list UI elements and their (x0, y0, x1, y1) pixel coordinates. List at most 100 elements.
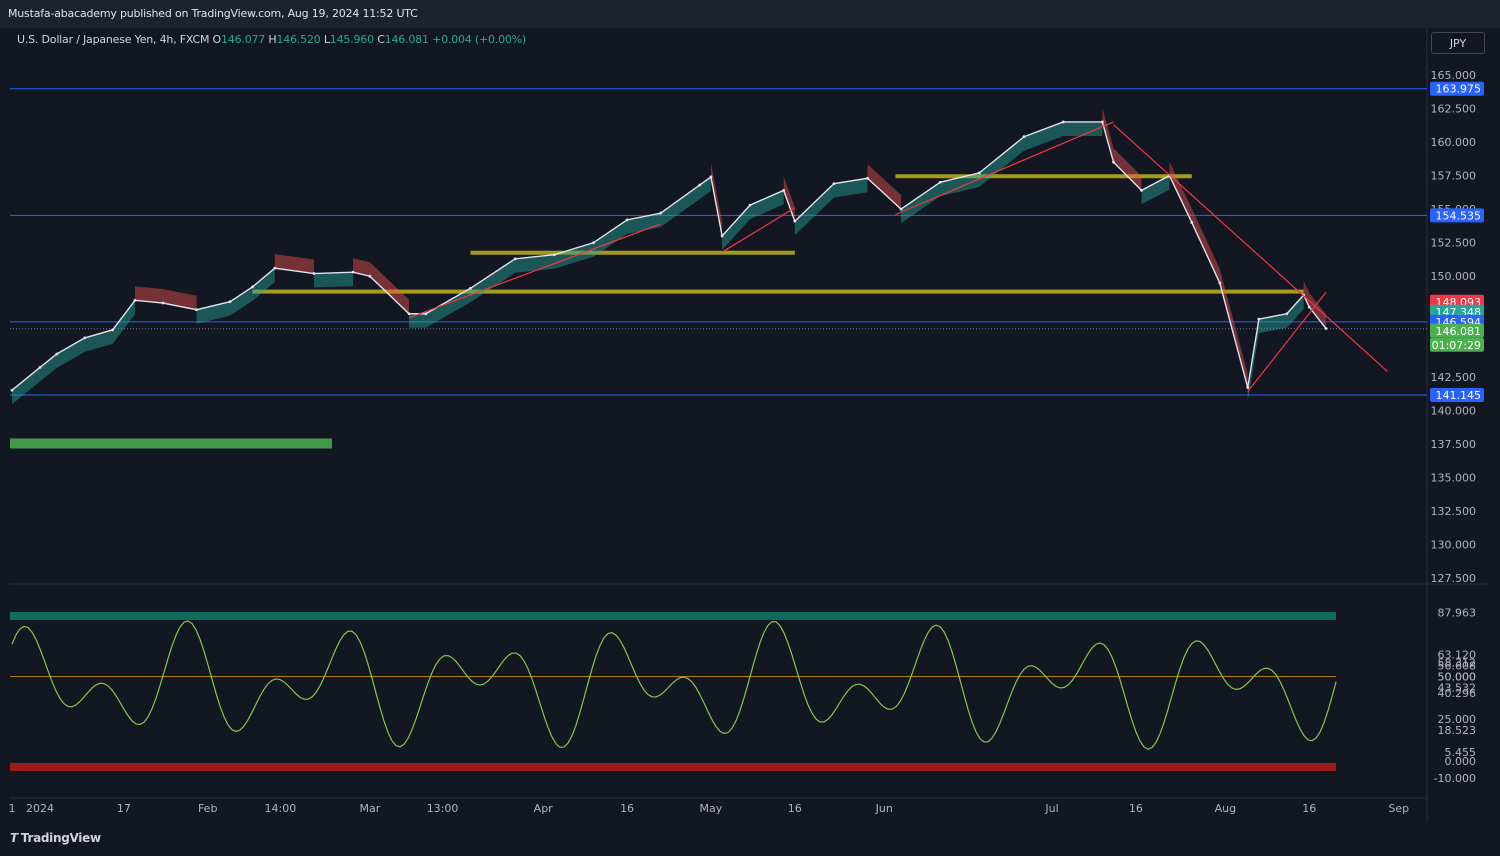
price-point-5 (133, 298, 137, 302)
ribbon-seg-8 (196, 301, 231, 324)
ribbon-seg-2 (39, 353, 57, 382)
osc-tick-2: 58.312 (1438, 656, 1477, 669)
osc-tick-12: -10.000 (1434, 772, 1476, 785)
price-point-28 (832, 182, 836, 186)
high-value: 146.520 (276, 33, 321, 46)
close-label: C (377, 33, 385, 46)
open-value: 146.077 (221, 33, 266, 46)
price-tick-15: 127.500 (1431, 572, 1477, 585)
ribbon-seg-31 (901, 182, 941, 224)
ribbon-seg-26 (750, 190, 784, 220)
price-point-41 (1246, 386, 1250, 389)
trend-lines (408, 121, 1388, 392)
time-tick-0: 1 (9, 802, 16, 815)
price-tick-14: 130.000 (1431, 538, 1477, 551)
ribbon-seg-43 (1258, 313, 1287, 334)
price-point-23 (709, 175, 713, 179)
ribbon-seg-16 (425, 288, 471, 328)
time-tick-11: Jun (875, 802, 893, 815)
ribbon-seg-35 (1063, 121, 1103, 136)
price-point-20 (625, 218, 629, 222)
price-point-24 (720, 234, 724, 238)
ribbon-seg-4 (84, 329, 113, 352)
ribbon-seg-34 (1024, 121, 1064, 151)
time-tick-10: 16 (788, 802, 802, 815)
price-label-bg-0 (1430, 81, 1484, 96)
time-tick-16: Sep (1388, 802, 1409, 815)
price-point-3 (83, 336, 87, 340)
price-tick-2: 160.000 (1431, 136, 1477, 149)
osc-tick-5: 50.000 (1438, 671, 1477, 684)
ribbon-seg-6 (135, 286, 163, 304)
price-point-18 (552, 253, 556, 257)
time-tick-7: Apr (534, 802, 554, 815)
horizontal-levels (10, 88, 1427, 396)
ribbon-seg-44 (1286, 294, 1304, 328)
publish-info: Mustafa-abacademy published on TradingVi… (8, 7, 418, 20)
price-tick-0: 165.000 (1431, 69, 1477, 82)
price-point-17 (513, 257, 517, 261)
tradingview-icon: 𝙏 (10, 831, 18, 845)
ribbon-seg-5 (112, 300, 136, 344)
price-label-0: 163.975 (1436, 83, 1482, 96)
tradingview-logo[interactable]: 𝙏 TradingView (10, 831, 101, 845)
price-label-6: 01:07:29 (1432, 339, 1481, 352)
osc-tick-8: 25.000 (1438, 713, 1477, 726)
time-tick-13: 16 (1129, 802, 1143, 815)
ribbon-seg-3 (56, 337, 85, 368)
price-tick-6: 150.000 (1431, 270, 1477, 283)
price-point-25 (748, 203, 752, 207)
trend-ribbon (12, 107, 1326, 405)
time-tick-3: Feb (198, 802, 217, 815)
ribbon-seg-23 (699, 176, 711, 199)
currency-button[interactable]: JPY (1431, 32, 1485, 54)
ribbon-seg-40 (1191, 208, 1220, 283)
ribbon-seg-30 (867, 164, 902, 210)
symbol-name: U.S. Dollar / Japanese Yen, 4h, FXCM (17, 33, 210, 46)
chart-area[interactable] (10, 28, 1490, 822)
price-point-32 (977, 171, 981, 175)
ribbon-seg-15 (408, 313, 426, 328)
time-tick-14: Aug (1215, 802, 1236, 815)
publish-header: Mustafa-abacademy published on TradingVi… (0, 0, 1500, 28)
ribbon-seg-45 (1303, 280, 1310, 308)
price-point-12 (351, 270, 355, 274)
price-point-35 (1100, 120, 1104, 124)
price-tick-5: 152.500 (1431, 237, 1477, 250)
price-point-26 (782, 188, 786, 192)
price-point-46 (1324, 327, 1328, 330)
ribbon-seg-46 (1309, 293, 1326, 329)
price-tick-3: 157.500 (1431, 170, 1477, 183)
change-value: +0.004 (+0.00%) (432, 33, 527, 46)
price-point-11 (312, 272, 316, 275)
price-point-39 (1190, 221, 1194, 224)
price-labels: 163.975154.535148.093147.348146.594146.0… (1430, 81, 1484, 402)
price-point-43 (1285, 312, 1289, 316)
price-point-15 (424, 312, 428, 316)
osc-tick-6: 43.532 (1438, 681, 1477, 694)
price-point-42 (1257, 317, 1261, 321)
osc-tick-7: 40.296 (1438, 687, 1477, 700)
price-point-16 (469, 286, 472, 290)
ribbon-seg-28 (794, 183, 834, 236)
price-point-37 (1140, 188, 1143, 192)
price-label-bg-6 (1430, 337, 1484, 352)
price-point-7 (195, 308, 198, 312)
trend-line-2 (721, 207, 796, 253)
price-point-45 (1307, 305, 1311, 309)
footer (0, 822, 1500, 856)
oscillator-pane (10, 612, 1337, 771)
symbol-legend[interactable]: U.S. Dollar / Japanese Yen, 4h, FXCM O14… (17, 33, 526, 46)
price-line (11, 121, 1327, 391)
price-label-bg-7 (1430, 387, 1484, 402)
time-tick-9: May (700, 802, 723, 815)
price-tick-12: 135.000 (1431, 471, 1477, 484)
price-tick-10: 140.000 (1431, 404, 1477, 417)
time-tick-6: 13:00 (427, 802, 459, 815)
trend-line-4 (1113, 124, 1388, 372)
price-point-2 (55, 352, 59, 356)
price-point-30 (899, 207, 903, 211)
ribbon-seg-1 (12, 367, 40, 405)
ribbon-seg-36 (1102, 107, 1114, 163)
